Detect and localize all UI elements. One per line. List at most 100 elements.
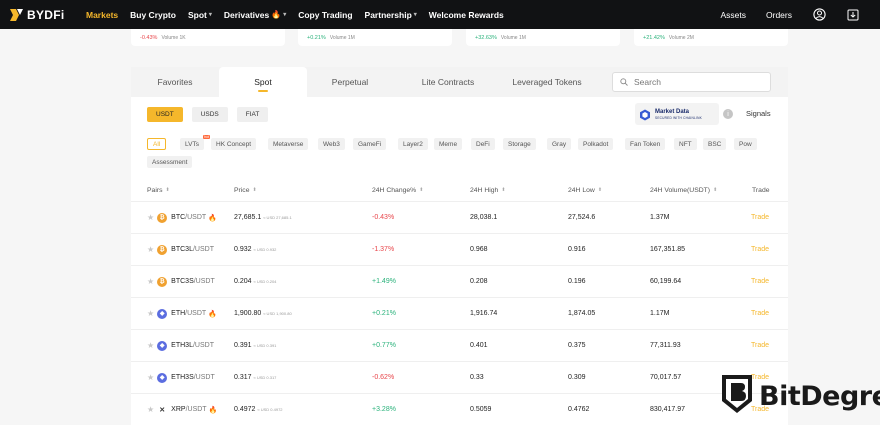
trade-link[interactable]: Trade — [751, 214, 770, 221]
table-row[interactable]: ★ ◆ ETH3S/USDT 0.317 ≈ USD 0.317 -0.62% 0.33 0.… — [131, 361, 788, 393]
low-cell: 0.196 — [568, 278, 586, 285]
tab-perpetual[interactable]: Perpetual — [306, 67, 394, 97]
search-box[interactable] — [612, 72, 771, 92]
category-assessment[interactable]: Assessment — [147, 156, 193, 168]
category-bsc[interactable]: BSC — [703, 138, 727, 150]
ticker-card[interactable]: -0.43% Volume 1K — [131, 29, 285, 46]
tab-lite-contracts[interactable]: Lite Contracts — [393, 67, 503, 97]
ticker-change: +0.21% — [307, 34, 326, 41]
table-row[interactable]: ★ ◆ ETH3L/USDT 0.391 ≈ USD 0.391 +0.77% 0.401 0… — [131, 329, 788, 361]
header-pairs[interactable]: Pairs ⬍ — [147, 187, 170, 194]
high-cell: 0.5059 — [470, 406, 492, 413]
market-data-badge[interactable]: Market Data SECURED WITH CHAINLINK — [635, 103, 719, 125]
low-cell: 27,524.6 — [568, 214, 596, 221]
pair-quote: /USDT — [192, 342, 214, 349]
signals-link[interactable]: Signals — [746, 109, 771, 118]
header-low[interactable]: 24H Low ⬍ — [568, 187, 602, 194]
volume-cell: 60,199.64 — [650, 278, 682, 285]
category-gamefi[interactable]: GameFi — [353, 138, 387, 150]
ticker-cards: -0.43% Volume 1K +0.21% Volume 1M +32.63% Vol… — [0, 29, 880, 47]
trade-link[interactable]: Trade — [751, 342, 770, 349]
category-label: Layer2 — [403, 140, 423, 148]
table-row[interactable]: ★ ₿ BTC3L/USDT 0.932 ≈ USD 0.932 -1.37% 0.968 0… — [131, 233, 788, 265]
assets-link[interactable]: Assets — [720, 9, 747, 20]
category-pow[interactable]: Pow — [734, 138, 757, 150]
search-input[interactable] — [634, 77, 754, 87]
info-icon[interactable]: i — [723, 109, 733, 119]
price-cell: 27,685.1 ≈ USD 27,685.1 — [234, 202, 292, 233]
star-icon[interactable]: ★ — [147, 309, 155, 318]
tab-favorites[interactable]: Favorites — [131, 67, 219, 97]
brand-logo[interactable]: BYDFi — [10, 8, 72, 22]
table-row[interactable]: ★ ₿ BTC/USDT 🔥 27,685.1 ≈ USD 27,685.1 -0.43% 2… — [131, 201, 788, 233]
sort-icon: ⬍ — [165, 187, 170, 193]
star-icon[interactable]: ★ — [147, 373, 155, 382]
star-icon[interactable]: ★ — [147, 277, 155, 286]
nav-copy-trading[interactable]: Copy Trading — [298, 10, 352, 20]
star-icon[interactable]: ★ — [147, 405, 155, 414]
header-price[interactable]: Price ⬍ — [234, 187, 257, 194]
ticker-card[interactable]: +21.42% Volume 2M — [634, 29, 788, 46]
header-high[interactable]: 24H High ⬍ — [470, 187, 506, 194]
nav-label: Markets — [86, 9, 119, 20]
star-icon[interactable]: ★ — [147, 213, 155, 222]
category-nft[interactable]: NFT — [674, 138, 697, 150]
bydfi-logo-icon — [10, 8, 24, 21]
category-label: Meme — [439, 140, 458, 148]
category-hk-concept[interactable]: HK Concept — [211, 138, 257, 150]
orders-link[interactable]: Orders — [766, 9, 792, 20]
table-row[interactable]: ★ ₿ BTC3S/USDT 0.204 ≈ USD 0.204 +1.49% 0.208 0… — [131, 265, 788, 297]
category-label: BSC — [708, 140, 722, 148]
nav-partnership[interactable]: Partnership ▾ — [365, 10, 417, 20]
trade-link[interactable]: Trade — [751, 406, 770, 413]
category-gray[interactable]: Gray — [547, 138, 572, 150]
ticker-card[interactable]: +0.21% Volume 1M — [298, 29, 452, 46]
nav-label: Partnership — [364, 9, 412, 20]
star-icon[interactable]: ★ — [147, 245, 155, 254]
nav-buy-crypto[interactable]: Buy Crypto — [130, 10, 176, 20]
category-label: LVTs — [185, 140, 199, 148]
table-row[interactable]: ★ ◆ ETH/USDT 🔥 1,900.80 ≈ USD 1,900.80 +0.21% 1… — [131, 297, 788, 329]
table-row[interactable]: ★ ✕ XRP/USDT 🔥 0.4972 ≈ USD 0.4972 +3.28% 0.505… — [131, 393, 788, 425]
tab-leveraged-tokens[interactable]: Leveraged Tokens — [503, 67, 591, 97]
category-label: All — [153, 140, 161, 148]
category-web3[interactable]: Web3 — [318, 138, 345, 150]
high-cell: 28,038.1 — [470, 214, 498, 221]
trade-link[interactable]: Trade — [751, 246, 770, 253]
star-icon[interactable]: ★ — [147, 341, 155, 350]
header-change[interactable]: 24H Change% ⬍ — [372, 187, 423, 194]
quote-usds-button[interactable]: USDS — [191, 107, 228, 122]
quote-fiat-button[interactable]: FIAT — [236, 107, 269, 122]
fire-icon: 🔥 — [208, 214, 217, 222]
download-icon[interactable] — [846, 8, 860, 22]
category-storage[interactable]: Storage — [503, 138, 536, 150]
quote-usdt-button[interactable]: USDT — [147, 107, 183, 122]
nav-markets[interactable]: Markets — [86, 10, 118, 20]
tab-spot[interactable]: Spot — [219, 67, 307, 97]
table-header: Pairs ⬍ Price ⬍ 24H Change% ⬍ 24H High ⬍ 24H… — [131, 181, 788, 201]
pair-base: XRP — [171, 406, 186, 413]
nav-derivatives[interactable]: Derivatives 🔥 ▾ — [224, 10, 286, 20]
low-cell: 0.4762 — [568, 406, 590, 413]
category-defi[interactable]: DeFi — [471, 138, 495, 150]
low-cell: 0.916 — [568, 246, 586, 253]
category-polkadot[interactable]: Polkadot — [578, 138, 614, 150]
user-circle-icon[interactable] — [812, 8, 826, 22]
nav-spot[interactable]: Spot ▾ — [188, 10, 212, 20]
category-lvts[interactable]: LVTs hot — [180, 135, 210, 150]
trade-link[interactable]: Trade — [751, 278, 770, 285]
category-all[interactable]: All — [147, 138, 167, 150]
header-volume[interactable]: 24H Volume(USDT) ⬍ — [650, 187, 717, 194]
category-meme[interactable]: Meme — [434, 138, 463, 150]
trade-link[interactable]: Trade — [751, 374, 770, 381]
category-layer2[interactable]: Layer2 — [398, 138, 428, 150]
ticker-card[interactable]: +32.63% Volume 1M — [466, 29, 620, 46]
category-fan-token[interactable]: Fan Token — [625, 138, 666, 150]
volume-cell: 1.37M — [650, 214, 670, 221]
category-metaverse[interactable]: Metaverse — [268, 138, 309, 150]
pair-base: BTC3L — [171, 246, 193, 253]
chainlink-hex-icon — [639, 108, 651, 121]
trade-link[interactable]: Trade — [751, 310, 770, 317]
nav-welcome-rewards[interactable]: Welcome Rewards — [429, 10, 504, 20]
btc-coin-icon: ₿ — [157, 276, 168, 287]
